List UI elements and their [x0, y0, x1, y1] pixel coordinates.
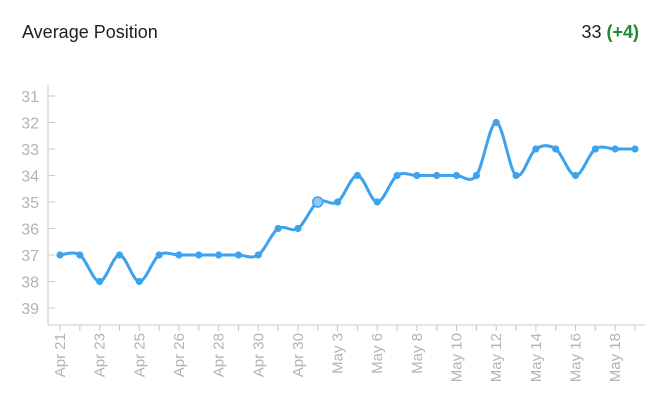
data-point[interactable] — [373, 198, 381, 206]
data-point[interactable] — [532, 145, 540, 153]
x-tick-label: May 10 — [449, 333, 466, 382]
data-point[interactable] — [571, 171, 580, 180]
widget-header: Average Position 33 (+4) — [22, 22, 639, 48]
x-tick-label: Apr 30 — [290, 333, 307, 377]
y-tick-label: 32 — [21, 116, 39, 133]
x-axis: Apr 21 Apr 23 Apr 25 Apr 26 Apr 28 Apr 30 Apr … — [48, 324, 645, 382]
y-tick-label: 36 — [21, 222, 39, 239]
data-point[interactable] — [274, 224, 282, 233]
y-tick-label: 38 — [21, 275, 39, 292]
data-point[interactable] — [234, 251, 243, 259]
current-position-metric: 33 (+4) — [581, 22, 639, 43]
data-point[interactable] — [413, 171, 421, 180]
current-position-value: 33 — [581, 22, 602, 42]
series-layer — [56, 118, 639, 286]
data-point[interactable] — [552, 145, 560, 153]
y-tick-label: 39 — [21, 301, 39, 318]
data-point[interactable] — [353, 171, 362, 180]
widget-title: Average Position — [22, 22, 158, 42]
series-line — [58, 121, 637, 283]
y-tick-label: 34 — [21, 169, 39, 186]
data-point[interactable] — [591, 145, 599, 153]
data-point[interactable] — [393, 171, 401, 180]
x-tick-label: May 18 — [607, 333, 624, 382]
y-axis: 31 32 33 34 35 36 37 38 39 — [21, 84, 55, 325]
y-tick-label: 35 — [21, 195, 39, 212]
x-tick-label: May 16 — [568, 333, 585, 382]
x-tick-label: Apr 30 — [250, 333, 267, 377]
y-tick-label: 31 — [21, 89, 39, 106]
position-change-badge: (+4) — [606, 22, 639, 42]
data-point[interactable] — [294, 224, 302, 233]
x-tick-label: Apr 25 — [131, 333, 148, 377]
y-tick-label: 37 — [21, 248, 39, 265]
data-point[interactable] — [76, 251, 84, 259]
data-point[interactable] — [433, 171, 441, 180]
data-point[interactable] — [155, 251, 163, 259]
data-point[interactable] — [512, 171, 520, 180]
x-tick-label: May 3 — [330, 333, 347, 374]
data-point[interactable] — [492, 118, 500, 127]
x-tick-label: May 12 — [488, 333, 505, 382]
x-tick-label: Apr 23 — [92, 333, 109, 377]
x-tick-label: Apr 26 — [171, 333, 188, 377]
x-tick-label: Apr 21 — [52, 333, 69, 377]
x-tick-label: May 8 — [409, 333, 426, 374]
data-point[interactable] — [472, 171, 480, 180]
data-point[interactable] — [56, 251, 64, 259]
data-point[interactable] — [215, 251, 223, 259]
data-point[interactable] — [254, 251, 262, 259]
x-tick-label: May 14 — [528, 333, 545, 382]
data-point[interactable] — [195, 251, 203, 259]
data-point[interactable] — [333, 198, 342, 206]
data-point[interactable] — [135, 277, 143, 286]
data-point[interactable] — [452, 171, 461, 180]
data-point[interactable] — [115, 251, 124, 259]
data-point[interactable] — [611, 145, 619, 153]
x-tick-label: Apr 28 — [211, 333, 228, 377]
y-tick-label: 33 — [21, 142, 39, 159]
data-point[interactable] — [631, 145, 639, 153]
data-point[interactable] — [96, 277, 104, 286]
data-point[interactable] — [175, 251, 183, 259]
data-point-highlighted[interactable] — [312, 196, 324, 208]
x-tick-label: May 6 — [369, 333, 386, 374]
